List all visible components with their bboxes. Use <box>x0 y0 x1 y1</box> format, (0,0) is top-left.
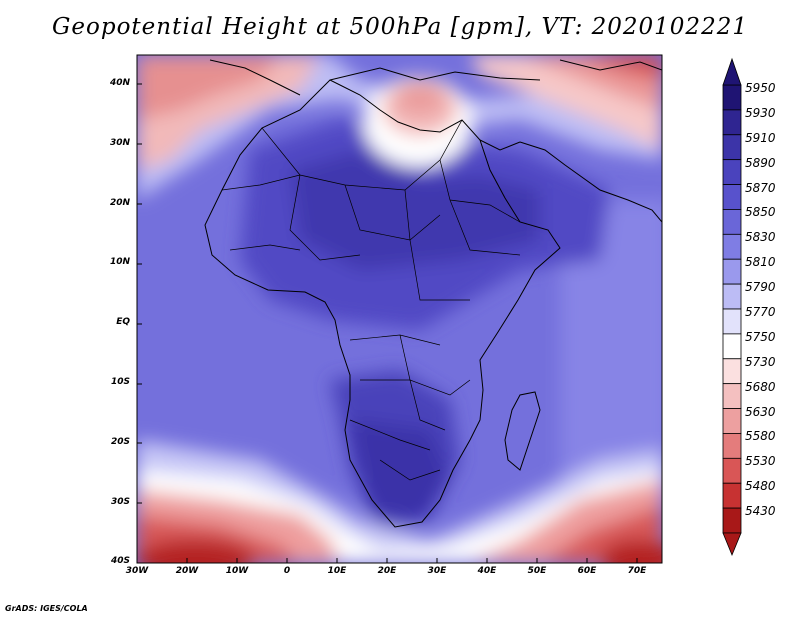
colorbar-level-5850: 5850 <box>745 205 776 220</box>
colorbar-level-5790: 5790 <box>745 280 776 295</box>
colorbar-level-5830: 5830 <box>745 230 776 245</box>
colorbar-swatch <box>722 333 742 360</box>
lon-label-60e: 60E <box>577 566 597 576</box>
colorbar-swatch <box>722 482 742 509</box>
lat-label-eq: EQ <box>116 317 130 328</box>
colorbar-swatch <box>722 258 742 285</box>
lon-label-30w: 30W <box>125 566 149 576</box>
colorbar-level-5890: 5890 <box>745 155 776 170</box>
colorbar-level-5870: 5870 <box>745 180 776 195</box>
country-borders <box>221 119 521 481</box>
tick-marks <box>137 83 638 563</box>
lon-label-40e: 40E <box>477 566 497 576</box>
map-frame <box>136 54 663 564</box>
colorbar-swatch <box>722 184 742 210</box>
height-field <box>137 55 662 563</box>
colorbar-swatch <box>722 209 742 235</box>
colorbar-level-5750: 5750 <box>745 329 776 344</box>
colorbar-min-arrow <box>722 532 742 557</box>
colorbar-swatch <box>722 358 742 385</box>
colorbar-level-5480: 5480 <box>745 479 776 494</box>
colorbar-level-5630: 5630 <box>745 404 776 419</box>
colorbar-swatch <box>722 134 742 161</box>
colorbar-swatch <box>722 308 742 335</box>
lat-label-30s: 30S <box>110 496 130 507</box>
colorbar-swatch <box>722 457 742 484</box>
lon-label-20w: 20W <box>175 566 199 576</box>
colorbar-level-5730: 5730 <box>745 354 776 369</box>
colorbar-swatch <box>722 507 742 534</box>
colorbar-swatch <box>722 233 742 260</box>
lat-label-20n: 20N <box>109 197 130 208</box>
colorbar-level-5680: 5680 <box>745 379 776 394</box>
colorbar-level-5530: 5530 <box>745 454 776 469</box>
grads-credit: GrADS: IGES/COLA <box>5 604 88 613</box>
lat-label-30n: 30N <box>109 137 130 148</box>
colorbar <box>722 57 742 557</box>
colorbar-swatch <box>722 283 742 310</box>
colorbar-swatch <box>722 109 742 136</box>
lat-label-10n: 10N <box>109 257 130 268</box>
lat-label-20s: 20S <box>110 436 130 447</box>
colorbar-level-5910: 5910 <box>745 130 776 145</box>
colorbar-swatch <box>722 433 742 459</box>
lat-label-10s: 10S <box>110 377 130 387</box>
map-title: Geopotential Height at 500hPa [gpm], VT:… <box>52 14 748 40</box>
lon-label-30e: 30E <box>427 566 447 576</box>
lon-label-10w: 10W <box>225 566 249 576</box>
colorbar-level-5930: 5930 <box>745 105 776 120</box>
colorbar-level-5580: 5580 <box>745 429 776 444</box>
colorbar-level-5950: 5950 <box>745 81 776 95</box>
colorbar-level-5810: 5810 <box>745 255 776 270</box>
lat-label-40n: 40N <box>109 78 130 88</box>
lon-label-70e: 70E <box>627 566 647 576</box>
colorbar-swatch <box>722 383 742 409</box>
lat-label-40s: 40S <box>110 556 130 567</box>
colorbar-level-5430: 5430 <box>745 504 776 519</box>
colorbar-swatch <box>722 159 742 185</box>
lon-label-50e: 50E <box>527 566 547 576</box>
colorbar-swatch <box>722 84 742 111</box>
lon-label-10e: 10E <box>327 566 347 576</box>
colorbar-level-5770: 5770 <box>745 305 776 319</box>
colorbar-swatch <box>722 408 742 434</box>
colorbar-max-arrow <box>722 57 742 86</box>
lon-label-20e: 20E <box>377 566 397 576</box>
lon-label-0: 0 <box>283 566 291 576</box>
